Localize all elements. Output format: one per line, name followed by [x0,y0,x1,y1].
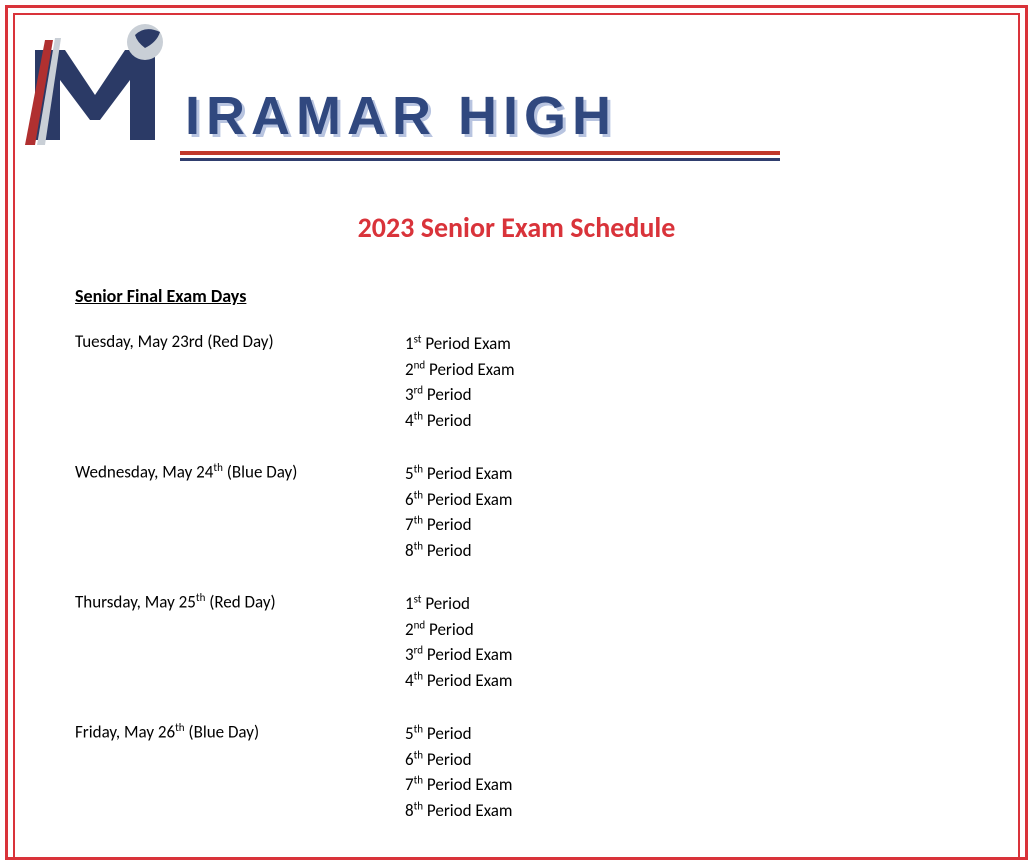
day-label: Wednesday, May 24th (Blue Day) [75,461,405,563]
periods-list: 5th Period6th Period7th Period Exam8th P… [405,721,513,823]
period-number: 3 [405,644,414,665]
period-ord: rd [414,383,423,396]
period-number: 2 [405,359,414,380]
day-label-ord: th [213,461,222,474]
period-line: 8th Period [405,538,513,564]
period-text: Period [423,540,471,561]
period-text: Period Exam [423,644,512,665]
period-line: 3rd Period Exam [405,642,513,668]
school-logo-icon [25,20,175,145]
section-heading: Senior Final Exam Days [75,285,958,307]
period-ord: th [414,513,423,526]
day-label-post: (Red Day) [205,592,275,613]
period-text: Period [423,723,471,744]
period-ord: th [414,748,423,761]
day-block: Wednesday, May 24th (Blue Day)5th Period… [75,461,958,563]
period-ord: th [414,539,423,552]
period-number: 6 [405,749,414,770]
period-line: 1st Period Exam [405,331,515,357]
period-number: 5 [405,723,414,744]
period-number: 3 [405,384,414,405]
day-label-post: (Blue Day) [223,462,298,483]
period-ord: th [414,722,423,735]
period-text: Period Exam [423,800,512,821]
period-line: 7th Period [405,512,513,538]
period-text: Period Exam [422,333,511,354]
period-number: 6 [405,489,414,510]
period-ord: rd [414,643,423,656]
period-number: 4 [405,410,414,431]
period-number: 8 [405,540,414,561]
day-label: Friday, May 26th (Blue Day) [75,721,405,823]
period-ord: nd [414,358,426,371]
day-label-pre: Wednesday, May 24 [75,462,213,483]
schedule-content: Senior Final Exam Days Tuesday, May 23rd… [15,245,1018,823]
period-line: 1st Period [405,591,513,617]
period-text: Period [422,593,470,614]
period-ord: nd [414,618,426,631]
period-line: 5th Period Exam [405,461,513,487]
day-label-ord: th [175,721,184,734]
period-ord: th [414,462,423,475]
day-block: Tuesday, May 23rd (Red Day)1st Period Ex… [75,331,958,433]
periods-list: 1st Period2nd Period3rd Period Exam4th P… [405,591,513,693]
period-number: 7 [405,774,414,795]
period-text: Period [423,384,471,405]
period-ord: st [414,592,422,605]
period-line: 2nd Period Exam [405,357,515,383]
period-number: 8 [405,800,414,821]
day-label-pre: Friday, May 26 [75,722,175,743]
period-number: 1 [405,593,414,614]
period-line: 8th Period Exam [405,798,513,824]
period-text: Period [423,410,471,431]
day-label-post: (Blue Day) [185,722,260,743]
period-line: 6th Period [405,747,513,773]
period-text: Period Exam [423,774,512,795]
period-text: Period Exam [423,463,512,484]
header: IRAMAR HIGH [15,15,1018,180]
period-text: Period [423,749,471,770]
period-ord: th [414,669,423,682]
period-text: Period [425,619,473,640]
period-line: 7th Period Exam [405,772,513,798]
periods-list: 5th Period Exam6th Period Exam7th Period… [405,461,513,563]
period-number: 5 [405,463,414,484]
period-number: 7 [405,514,414,535]
period-line: 6th Period Exam [405,487,513,513]
page-title: 2023 Senior Exam Schedule [15,210,1018,245]
period-line: 4th Period [405,408,515,434]
period-text: Period Exam [423,670,512,691]
period-text: Period Exam [425,359,514,380]
period-text: Period [423,514,471,535]
period-number: 1 [405,333,414,354]
day-label: Thursday, May 25th (Red Day) [75,591,405,693]
day-label: Tuesday, May 23rd (Red Day) [75,331,405,433]
period-line: 2nd Period [405,617,513,643]
period-line: 4th Period Exam [405,668,513,694]
period-ord: th [414,488,423,501]
day-block: Friday, May 26th (Blue Day)5th Period6th… [75,721,958,823]
header-underline [180,151,780,161]
periods-list: 1st Period Exam2nd Period Exam3rd Period… [405,331,515,433]
period-line: 5th Period [405,721,513,747]
day-label-pre: Thursday, May 25 [75,592,196,613]
period-number: 4 [405,670,414,691]
period-ord: th [414,799,423,812]
school-name-heading: IRAMAR HIGH [185,85,617,147]
period-line: 3rd Period [405,382,515,408]
period-ord: th [414,409,423,422]
page-content: IRAMAR HIGH 2023 Senior Exam Schedule Se… [15,15,1018,860]
period-ord: st [414,332,422,345]
day-label-ord: th [196,591,205,604]
period-ord: th [414,773,423,786]
day-block: Thursday, May 25th (Red Day)1st Period2n… [75,591,958,693]
period-number: 2 [405,619,414,640]
period-text: Period Exam [423,489,512,510]
days-list: Tuesday, May 23rd (Red Day)1st Period Ex… [75,331,958,823]
